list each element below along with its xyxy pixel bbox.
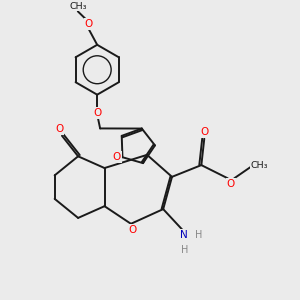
Text: H: H: [181, 245, 188, 255]
Text: O: O: [55, 124, 63, 134]
Text: O: O: [200, 127, 208, 137]
Text: O: O: [128, 225, 136, 235]
Text: O: O: [226, 178, 235, 189]
Text: CH₃: CH₃: [69, 2, 87, 10]
Text: O: O: [112, 152, 121, 162]
Text: O: O: [85, 19, 93, 29]
Text: CH₃: CH₃: [251, 160, 268, 169]
Text: H: H: [195, 230, 203, 240]
Text: N: N: [181, 230, 188, 240]
Text: O: O: [93, 108, 101, 118]
